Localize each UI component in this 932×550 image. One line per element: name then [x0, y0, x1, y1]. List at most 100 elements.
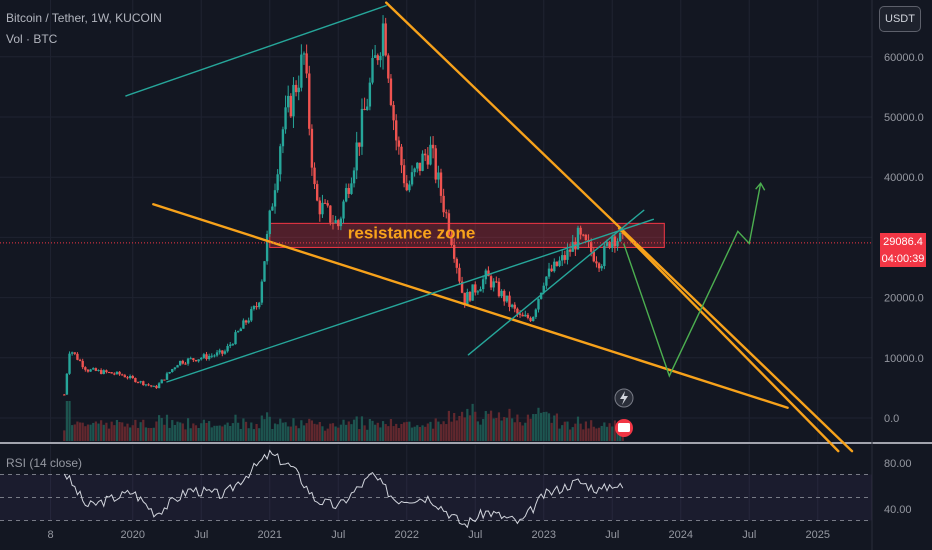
- time-axis-tick: 2024: [669, 529, 693, 541]
- candle-body: [566, 249, 569, 260]
- volume-bar: [524, 422, 527, 441]
- candle-body: [242, 320, 245, 329]
- candle-body: [192, 358, 195, 360]
- candle-body: [131, 375, 134, 379]
- flag-icon: [618, 423, 630, 432]
- candle-body: [510, 304, 514, 307]
- candle-body: [381, 23, 385, 56]
- candle-body: [568, 249, 572, 252]
- volume-bar: [126, 423, 129, 441]
- time-axis-tick: 2025: [806, 529, 830, 541]
- volume-bar: [123, 426, 126, 441]
- candle-body: [94, 368, 98, 371]
- volume-bar: [147, 427, 150, 441]
- volume-bar: [244, 421, 248, 441]
- volume-bar: [63, 430, 66, 441]
- volume-bar: [242, 418, 245, 441]
- candle-body: [513, 304, 516, 309]
- candle-body: [492, 281, 495, 288]
- time-axis-tick: 8: [47, 529, 53, 541]
- volume-bar: [271, 428, 274, 441]
- volume-bar: [173, 424, 177, 441]
- volume-bar: [260, 415, 263, 441]
- currency-button[interactable]: USDT: [879, 6, 921, 32]
- candle-body: [294, 84, 298, 93]
- candle-body: [402, 165, 406, 184]
- volume-legend[interactable]: Vol · BTC: [6, 32, 58, 46]
- volume-bar: [350, 424, 353, 441]
- candle-body: [189, 358, 192, 360]
- candle-body: [160, 379, 163, 384]
- candle-body: [542, 285, 545, 293]
- volume-bar: [181, 423, 184, 441]
- volume-bar: [184, 429, 187, 441]
- candle-body: [184, 363, 187, 365]
- candle-body: [239, 328, 242, 332]
- volume-bar: [179, 422, 182, 441]
- candle-body: [263, 261, 266, 282]
- candle-body: [318, 200, 322, 215]
- candle-body: [371, 57, 374, 83]
- volume-bar: [339, 424, 342, 441]
- volume-bar: [545, 411, 548, 441]
- volume-bar: [592, 426, 595, 441]
- volume-bar: [89, 424, 92, 441]
- candle-body: [455, 258, 459, 268]
- candle-body: [84, 367, 87, 370]
- volume-bar: [355, 416, 358, 441]
- candle-body: [105, 370, 108, 373]
- grid-lines: [0, 0, 872, 520]
- candle-body: [539, 292, 543, 299]
- candle-body: [329, 205, 332, 223]
- volume-bar: [150, 427, 153, 441]
- volume-bar: [508, 408, 511, 441]
- candle-body: [102, 370, 105, 374]
- volume-bar: [331, 423, 335, 441]
- candle-body: [487, 270, 490, 277]
- volume-bar: [131, 425, 134, 441]
- volume-bar: [352, 419, 356, 441]
- volume-bar: [587, 428, 590, 441]
- candle-body: [331, 222, 335, 224]
- candle-body: [334, 220, 337, 224]
- volume-bar: [418, 426, 422, 441]
- candle-body: [155, 385, 158, 389]
- candle-body: [297, 87, 300, 93]
- symbol-title[interactable]: Bitcoin / Tether, 1W, KUCOIN: [6, 11, 162, 25]
- candle-body: [207, 355, 211, 360]
- volume-bar: [381, 421, 385, 441]
- candle-body: [268, 210, 271, 235]
- volume-bar: [273, 423, 277, 441]
- candle-body: [489, 276, 493, 288]
- volume-bar: [229, 425, 232, 441]
- volume-bar: [189, 428, 192, 441]
- volume-bar: [608, 423, 611, 441]
- volume-bar: [529, 418, 532, 441]
- candle-body: [63, 394, 66, 396]
- candle-body: [445, 212, 448, 214]
- volume-bar: [500, 420, 503, 441]
- volume-bar: [410, 427, 414, 441]
- candle-body: [271, 206, 274, 211]
- candle-body: [439, 172, 443, 196]
- volume-bar: [466, 408, 469, 441]
- volume-bar: [78, 422, 82, 441]
- candle-body: [281, 129, 285, 147]
- rsi-legend[interactable]: RSI (14 close): [6, 456, 83, 470]
- rsi-line: [63, 449, 624, 529]
- volume-bar: [387, 426, 390, 441]
- candle-body: [392, 104, 395, 121]
- time-axis-tick: 2021: [258, 529, 282, 541]
- candle-body: [86, 369, 90, 372]
- candle-body: [310, 128, 314, 168]
- volume-bar: [205, 422, 208, 441]
- candle-body: [603, 245, 606, 267]
- volume-bar: [542, 411, 545, 441]
- candle-body: [458, 267, 461, 282]
- candle-body: [471, 284, 474, 301]
- candle-body: [505, 295, 509, 302]
- volume-bar: [482, 419, 485, 441]
- volume-bar: [81, 422, 84, 441]
